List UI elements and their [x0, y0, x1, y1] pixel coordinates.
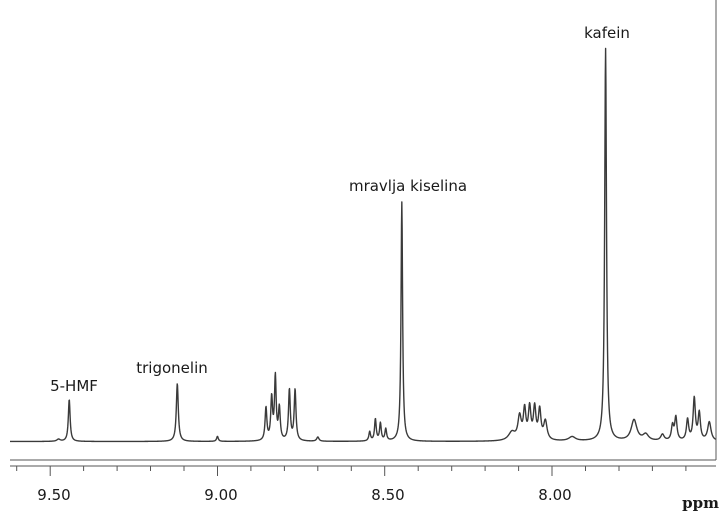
x-axis-unit-label: ppm [682, 494, 719, 512]
annotation-labels: 5-HMF trigonelin mravlja kiselina kafein [50, 24, 630, 395]
annotation-5-hmf: 5-HMF [50, 377, 98, 395]
x-axis-ticks [16, 466, 687, 476]
tick-label-8-50: 8.50 [371, 486, 404, 504]
tick-label-8-00: 8.00 [538, 486, 571, 504]
annotation-trigonelin: trigonelin [136, 359, 208, 377]
annotation-mravlja-kiselina: mravlja kiselina [349, 177, 467, 195]
tick-label-9-50: 9.50 [37, 486, 70, 504]
annotation-kafein: kafein [584, 24, 630, 42]
spectrum-line [9, 47, 717, 443]
tick-label-9-00: 9.00 [204, 486, 237, 504]
x-axis: 9.50 9.00 8.50 8.00 ppm [10, 459, 719, 512]
